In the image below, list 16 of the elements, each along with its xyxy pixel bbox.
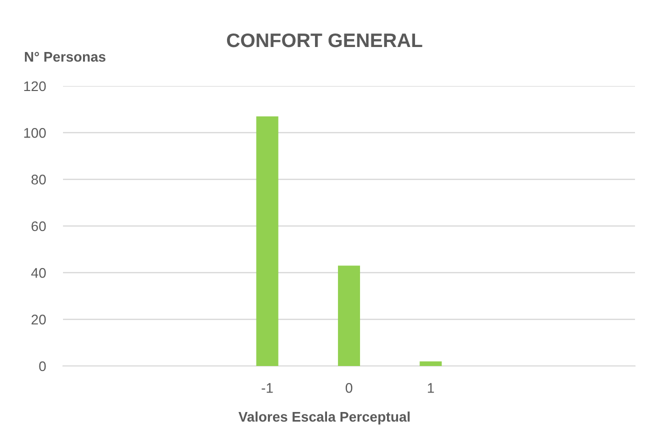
x-tick-label: 0 [346,383,352,393]
bar [256,116,278,366]
x-axis-title: Valores Escala Perceptual [238,412,410,424]
bar [420,361,442,366]
x-tick-label: -1 [262,383,273,393]
y-tick-label: 40 [31,268,46,278]
y-tick-label: 80 [31,174,46,185]
y-tick-label: 20 [32,314,46,325]
y-tick-label: 60 [32,221,46,232]
bar [338,266,360,366]
chart-title: CONFORT GENERAL [227,33,422,48]
y-tick-label: 100 [24,128,46,138]
y-tick-label: 0 [39,361,46,372]
y-axis-title: N° Personas [24,52,106,62]
x-tick-label: 1 [428,383,434,393]
y-tick-label: 120 [24,81,46,92]
